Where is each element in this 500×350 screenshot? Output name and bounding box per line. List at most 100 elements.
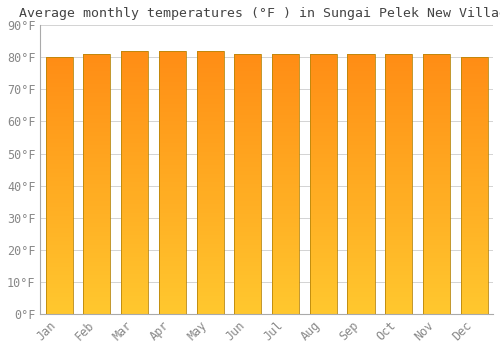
Bar: [272, 219, 299, 223]
Bar: [348, 106, 374, 110]
Bar: [159, 156, 186, 161]
Bar: [423, 171, 450, 175]
Bar: [159, 51, 186, 55]
Bar: [46, 121, 73, 126]
Bar: [196, 217, 224, 222]
Bar: [159, 143, 186, 147]
Bar: [385, 93, 412, 97]
Bar: [385, 214, 412, 219]
Bar: [46, 288, 73, 293]
Bar: [423, 236, 450, 240]
Title: Average monthly temperatures (°F ) in Sungai Pelek New Village: Average monthly temperatures (°F ) in Su…: [18, 7, 500, 20]
Bar: [348, 171, 374, 175]
Bar: [159, 257, 186, 261]
Bar: [423, 106, 450, 110]
Bar: [159, 178, 186, 182]
Bar: [159, 209, 186, 213]
Bar: [272, 154, 299, 158]
Bar: [423, 115, 450, 119]
Bar: [272, 76, 299, 80]
Bar: [234, 275, 262, 279]
Bar: [234, 154, 262, 158]
Bar: [84, 132, 110, 136]
Bar: [46, 57, 73, 62]
Bar: [385, 288, 412, 292]
Bar: [234, 76, 262, 80]
Bar: [234, 136, 262, 141]
Bar: [310, 279, 337, 284]
Bar: [84, 162, 110, 167]
Bar: [121, 73, 148, 77]
Bar: [84, 219, 110, 223]
Bar: [121, 239, 148, 244]
Bar: [159, 77, 186, 82]
Bar: [272, 136, 299, 141]
Bar: [348, 253, 374, 258]
Bar: [196, 191, 224, 196]
Bar: [272, 175, 299, 180]
Bar: [385, 97, 412, 102]
Bar: [310, 93, 337, 97]
Bar: [272, 80, 299, 84]
Bar: [196, 82, 224, 86]
Bar: [348, 309, 374, 314]
Bar: [272, 184, 299, 188]
Bar: [234, 54, 262, 314]
Bar: [159, 90, 186, 95]
Bar: [310, 236, 337, 240]
Bar: [423, 262, 450, 266]
Bar: [196, 130, 224, 134]
Bar: [460, 288, 488, 293]
Bar: [84, 80, 110, 84]
Bar: [84, 136, 110, 141]
Bar: [196, 244, 224, 248]
Bar: [348, 284, 374, 288]
Bar: [348, 124, 374, 128]
Bar: [196, 55, 224, 60]
Bar: [46, 203, 73, 207]
Bar: [385, 180, 412, 184]
Bar: [84, 145, 110, 149]
Bar: [196, 77, 224, 82]
Bar: [121, 112, 148, 117]
Bar: [385, 63, 412, 67]
Bar: [460, 79, 488, 83]
Bar: [272, 292, 299, 296]
Bar: [348, 67, 374, 71]
Bar: [159, 99, 186, 104]
Bar: [196, 274, 224, 279]
Bar: [423, 119, 450, 124]
Bar: [272, 119, 299, 124]
Bar: [423, 309, 450, 314]
Bar: [385, 119, 412, 124]
Bar: [234, 258, 262, 262]
Bar: [159, 261, 186, 266]
Bar: [196, 204, 224, 209]
Bar: [385, 54, 412, 314]
Bar: [46, 241, 73, 245]
Bar: [460, 168, 488, 173]
Bar: [234, 80, 262, 84]
Bar: [310, 266, 337, 271]
Bar: [272, 296, 299, 301]
Bar: [159, 309, 186, 314]
Bar: [234, 240, 262, 245]
Bar: [121, 200, 148, 204]
Bar: [460, 186, 488, 190]
Bar: [84, 258, 110, 262]
Bar: [310, 124, 337, 128]
Bar: [196, 292, 224, 296]
Bar: [272, 149, 299, 154]
Bar: [84, 253, 110, 258]
Bar: [234, 102, 262, 106]
Bar: [460, 126, 488, 130]
Bar: [196, 182, 224, 187]
Bar: [348, 236, 374, 240]
Bar: [348, 58, 374, 63]
Bar: [348, 180, 374, 184]
Bar: [121, 90, 148, 95]
Bar: [272, 171, 299, 175]
Bar: [46, 57, 73, 314]
Bar: [121, 156, 148, 161]
Bar: [423, 145, 450, 149]
